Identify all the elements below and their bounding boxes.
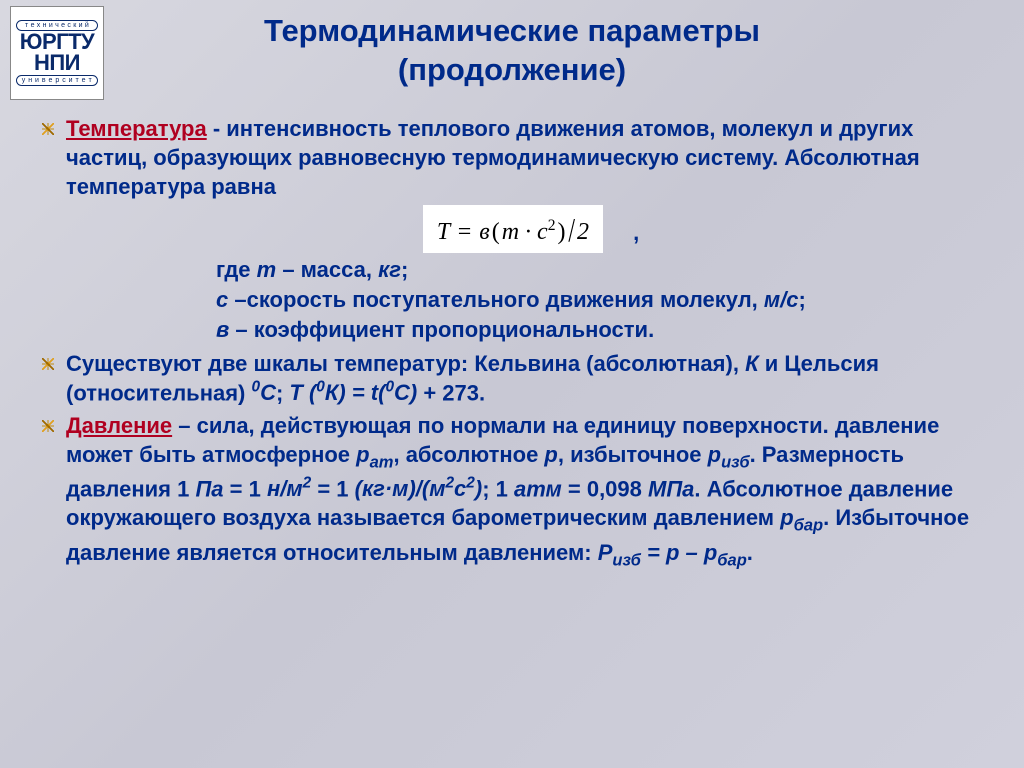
slide-title: Термодинамические параметры(продолжение) bbox=[0, 0, 1024, 90]
logo-bottom-text: у н и в е р с и т е т bbox=[16, 75, 99, 86]
temperature-formula: T = в(m · c2)/2 bbox=[423, 205, 603, 254]
bullet-pressure: Давление – сила, действующая по нормали … bbox=[40, 411, 996, 572]
formula-where-c: c –скорость поступательного движения мол… bbox=[66, 285, 996, 315]
slide-content: Температура - интенсивность теплового дв… bbox=[0, 90, 1024, 572]
bullet-scales: Существуют две шкалы температур: Кельвин… bbox=[40, 349, 996, 407]
logo-main-text: ЮРГТУНПИ bbox=[20, 32, 94, 74]
bullet-temperature: Температура - интенсивность теплового дв… bbox=[40, 114, 996, 345]
formula-where-m: где m – масса, кг; bbox=[66, 255, 996, 285]
formula-comma: , bbox=[633, 218, 639, 247]
formula-where-v: в – коэффициент пропорциональности. bbox=[66, 315, 996, 345]
term-temperature: Температура bbox=[66, 116, 207, 141]
term-pressure: Давление bbox=[66, 413, 172, 438]
formula-row: T = в(m · c2)/2 , bbox=[66, 205, 996, 254]
university-logo: т е х н и ч е с к и й ЮРГТУНПИ у н и в е… bbox=[10, 6, 104, 100]
